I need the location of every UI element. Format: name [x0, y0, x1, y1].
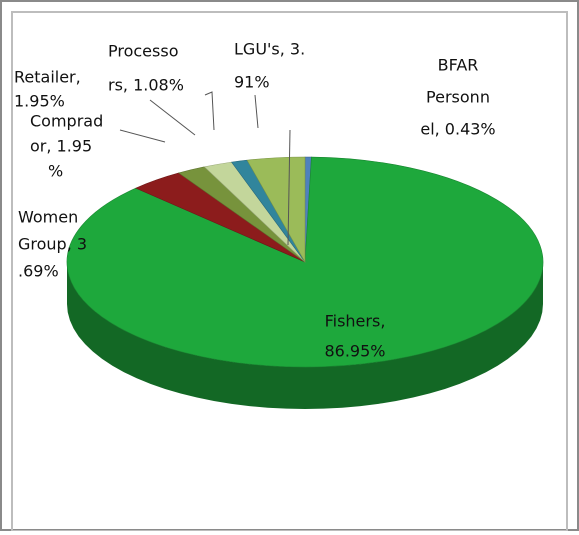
slice: [246, 156, 306, 264]
labels: BFAR Personn el, 0.43% Fishers, 86.95% Women G…: [14, 40, 496, 361]
data-label: el, 0.43%: [420, 120, 495, 139]
leader-line: [149, 99, 196, 136]
data-label: Fishers,: [325, 312, 386, 331]
slice-side: [67, 262, 543, 409]
data-label: LGU's, 3.: [234, 40, 305, 59]
data-label: 86.95%: [324, 342, 385, 361]
leader-line: [254, 94, 259, 129]
data-label: %: [48, 162, 63, 181]
leader-line: [119, 129, 166, 143]
data-label: Women: [18, 208, 78, 227]
data-label: 1.95%: [14, 92, 65, 111]
data-label: BFAR: [438, 56, 479, 75]
data-label: Personn: [426, 88, 490, 107]
leader-line: [204, 91, 215, 131]
data-label: Retailer,: [14, 68, 81, 87]
pie: [66, 156, 544, 409]
data-label: Processo: [108, 42, 178, 61]
data-label: or, 1.95: [30, 137, 92, 156]
leader-line: [287, 129, 291, 246]
data-label: 91%: [234, 73, 270, 92]
leader-lines: [119, 91, 291, 246]
data-label: rs, 1.08%: [108, 76, 184, 95]
data-label: Comprad: [30, 112, 103, 131]
data-label: Group, 3: [18, 235, 87, 254]
data-label: .69%: [18, 262, 59, 281]
